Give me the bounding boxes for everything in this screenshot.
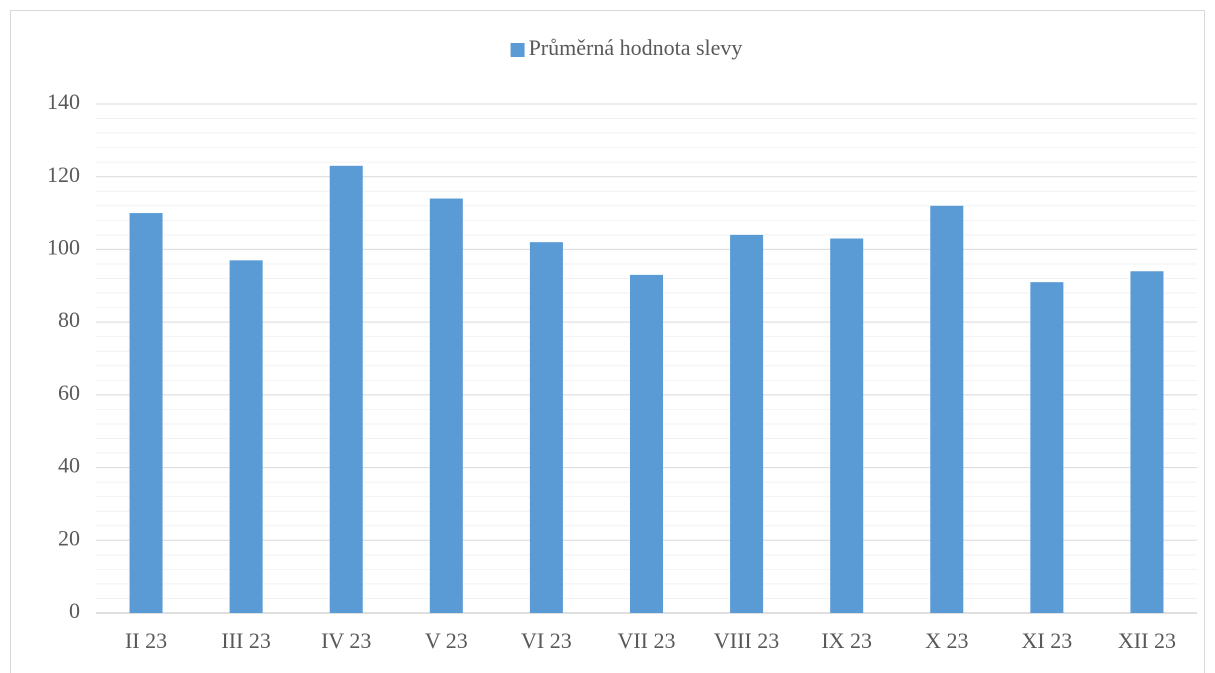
x-tick-label: VIII 23 [714,628,779,653]
bar [529,242,563,613]
bar [229,260,263,613]
bar [1030,282,1064,613]
bar [730,234,764,613]
bar [629,274,664,613]
y-tick-label: 100 [47,234,80,259]
legend-swatch [510,43,525,57]
bar [329,165,363,614]
x-tick-label: III 23 [221,628,270,653]
x-tick-label: XI 23 [1022,628,1073,653]
y-tick-label: 40 [58,453,80,478]
y-tick-label: 80 [58,307,80,332]
y-tick-label: 60 [58,380,80,405]
y-tick-label: 0 [69,598,80,623]
legend-label: Průměrná hodnota slevy [529,35,743,60]
x-tick-label: V 23 [425,628,468,653]
x-tick-label: IX 23 [821,628,872,653]
y-tick-label: 140 [47,89,80,114]
y-tick-label: 120 [47,162,80,187]
x-tick-label: X 23 [925,628,968,653]
x-tick-label: IV 23 [321,628,371,653]
chart-border [10,10,1205,673]
x-tick-label: VII 23 [617,628,675,653]
bar [830,238,864,613]
bar [1130,271,1164,613]
x-tick-label: VI 23 [521,628,572,653]
x-tick-label: XII 23 [1118,628,1176,653]
bar [429,198,463,613]
y-tick-label: 20 [58,525,80,550]
x-tick-label: II 23 [125,628,167,653]
bar [930,205,964,614]
bar [129,213,163,614]
